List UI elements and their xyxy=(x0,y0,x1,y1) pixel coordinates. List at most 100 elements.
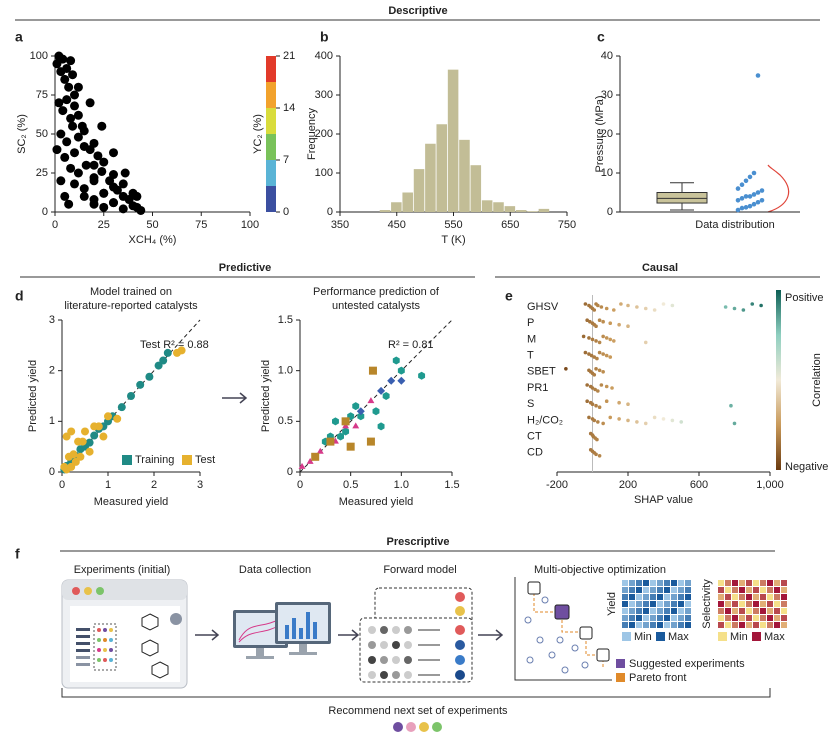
x-axis-label: Measured yield xyxy=(94,496,169,508)
point xyxy=(594,339,598,343)
y-tick-label: 1.0 xyxy=(278,365,293,377)
heatmap-cell xyxy=(760,580,766,586)
legend-label: Min xyxy=(634,631,652,643)
point xyxy=(626,402,630,407)
circle-shape xyxy=(368,641,376,649)
legend-swatch xyxy=(616,659,625,668)
point xyxy=(311,452,320,461)
circle-shape xyxy=(455,625,465,635)
heatmap-cell xyxy=(685,587,691,593)
point xyxy=(69,450,78,459)
y-tick-label: 0 xyxy=(327,206,333,218)
section-header: Predictive xyxy=(219,262,272,274)
heatmap-cell xyxy=(732,580,738,586)
category-label: GHSV xyxy=(527,301,559,313)
point xyxy=(735,198,741,203)
heatmap-cell xyxy=(774,594,780,600)
heatmap-cell xyxy=(622,587,628,593)
point xyxy=(382,392,390,400)
heatmap-cell xyxy=(725,587,731,593)
point xyxy=(670,303,675,308)
heatmap-cell xyxy=(629,580,635,586)
point xyxy=(66,56,76,66)
heatmap-cell xyxy=(636,594,642,600)
heatmap-cell xyxy=(718,587,724,593)
heatmap-cell xyxy=(774,608,780,614)
category-label: M xyxy=(527,333,536,345)
x-tick-label: 1,000 xyxy=(756,479,784,491)
x-tick-label: 25 xyxy=(98,219,110,231)
point xyxy=(352,422,360,429)
circle-shape xyxy=(380,641,388,649)
point xyxy=(643,421,648,426)
point xyxy=(89,138,99,148)
heatmap-cell xyxy=(739,615,745,621)
point xyxy=(594,403,598,408)
heatmap-cell xyxy=(753,580,759,586)
point xyxy=(112,185,122,195)
y-axis-label: Predicted yield xyxy=(260,360,272,432)
point xyxy=(595,437,599,442)
heatmap-cell xyxy=(760,587,766,593)
point xyxy=(743,178,749,184)
bar xyxy=(436,124,448,212)
panel-letter: b xyxy=(320,29,329,45)
point xyxy=(387,376,396,385)
heatmap-cell xyxy=(725,594,731,600)
point xyxy=(601,334,605,339)
heatmap-cell xyxy=(671,622,677,628)
point xyxy=(120,168,130,178)
heatmap-cell xyxy=(629,615,635,621)
point xyxy=(316,447,324,454)
heatmap-cell xyxy=(629,601,635,607)
y-tick-label: 1 xyxy=(49,415,55,427)
circle-shape xyxy=(103,658,107,662)
heatmap-cell xyxy=(643,608,649,614)
heatmap-cell xyxy=(671,615,677,621)
heatmap-cell xyxy=(650,622,656,628)
bar xyxy=(459,139,470,212)
x-axis-label: XCH₄ (%) xyxy=(129,234,177,246)
point xyxy=(173,348,181,357)
point xyxy=(588,319,592,324)
heatmap-cell xyxy=(746,608,752,614)
rect-shape xyxy=(76,628,90,631)
y-tick-label: 10 xyxy=(601,167,613,179)
heatmap-cell xyxy=(767,594,773,600)
heatmap-cell xyxy=(753,594,759,600)
point xyxy=(643,306,648,311)
heatmap-cell xyxy=(636,580,642,586)
heatmap-cell xyxy=(678,608,684,614)
heatmap-cell xyxy=(671,587,677,593)
rect-shape xyxy=(554,604,570,620)
heatmap-cell xyxy=(664,601,670,607)
path-shape xyxy=(418,629,440,676)
heatmap-cell xyxy=(718,601,724,607)
point xyxy=(306,457,314,464)
legend-swatch xyxy=(622,632,631,641)
point xyxy=(755,199,761,205)
point xyxy=(66,163,76,173)
circle-shape xyxy=(109,628,113,632)
heatmap-cell xyxy=(767,580,773,586)
point xyxy=(617,322,621,327)
point xyxy=(70,101,79,111)
heatmap-cell xyxy=(622,622,628,628)
heatmap-cell xyxy=(774,622,780,628)
point xyxy=(70,148,79,158)
point xyxy=(608,337,613,342)
point xyxy=(594,324,598,329)
circle-shape xyxy=(84,587,92,595)
heatmap-cell xyxy=(760,608,766,614)
point xyxy=(739,182,745,187)
colorbar-segment xyxy=(266,56,276,82)
rect-shape xyxy=(76,663,90,666)
y-tick-label: 25 xyxy=(36,167,48,179)
circle-shape xyxy=(72,587,80,595)
x-tick-label: 200 xyxy=(619,479,637,491)
heatmap-cell xyxy=(664,580,670,586)
heatmap-cell xyxy=(767,587,773,593)
point xyxy=(604,399,609,404)
point xyxy=(85,98,95,108)
